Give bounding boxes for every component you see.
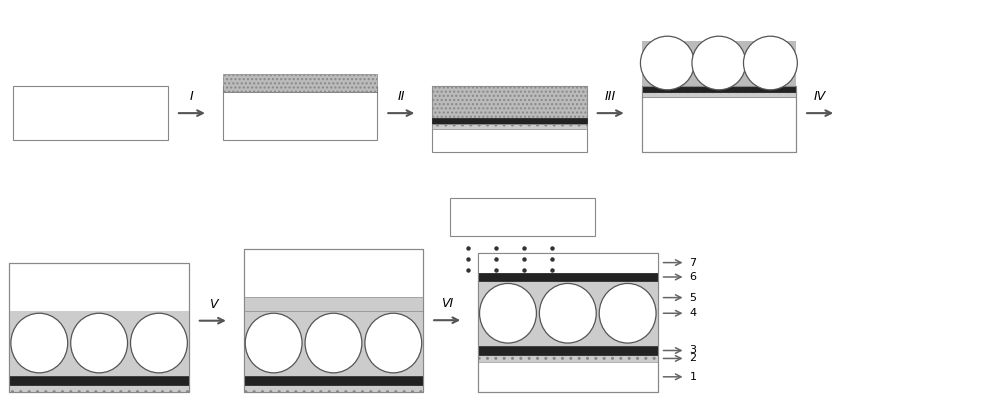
Bar (642, 86, 796, 92)
Bar (223, 86, 377, 140)
Bar (244, 311, 423, 376)
Text: V: V (209, 298, 217, 311)
Bar (223, 74, 377, 92)
Bar (244, 376, 423, 385)
Ellipse shape (71, 313, 128, 373)
Bar (642, 86, 796, 152)
Ellipse shape (131, 313, 187, 373)
Bar (450, 198, 595, 236)
Ellipse shape (692, 36, 746, 90)
Bar (13, 86, 168, 140)
Bar (9, 385, 189, 392)
Ellipse shape (365, 313, 422, 373)
Ellipse shape (11, 313, 68, 373)
Text: 3: 3 (689, 346, 696, 355)
Bar (478, 273, 658, 282)
Ellipse shape (599, 284, 656, 343)
Bar (642, 41, 796, 97)
Text: IV: IV (814, 90, 826, 103)
Ellipse shape (305, 313, 362, 373)
Bar (432, 86, 587, 152)
Bar (642, 86, 796, 152)
Bar (478, 253, 658, 392)
Bar (432, 118, 587, 124)
Bar (244, 249, 423, 392)
Text: 5: 5 (689, 293, 696, 303)
Bar (9, 311, 189, 376)
Bar (9, 376, 189, 385)
Bar (478, 253, 658, 273)
Ellipse shape (245, 313, 302, 373)
Text: VI: VI (441, 297, 453, 310)
Ellipse shape (539, 284, 596, 343)
Bar (432, 86, 587, 118)
Bar (478, 282, 658, 346)
Bar (642, 86, 796, 92)
Ellipse shape (640, 36, 694, 90)
Text: 2: 2 (689, 353, 697, 364)
Ellipse shape (743, 36, 797, 90)
Bar (478, 355, 658, 362)
Bar (9, 263, 189, 392)
Text: 4: 4 (689, 308, 697, 318)
Text: II: II (398, 90, 405, 103)
Text: I: I (190, 90, 194, 103)
Bar (244, 297, 423, 311)
Bar (223, 86, 377, 92)
Text: 6: 6 (689, 272, 696, 282)
Bar (432, 124, 587, 129)
Bar (478, 346, 658, 355)
Bar (642, 92, 796, 97)
Text: 1: 1 (689, 372, 696, 382)
Bar (244, 249, 423, 392)
Text: 7: 7 (689, 257, 697, 268)
Text: III: III (605, 90, 616, 103)
Bar (478, 253, 658, 392)
Bar (642, 92, 796, 97)
Bar (244, 385, 423, 392)
Ellipse shape (480, 284, 536, 343)
Bar (9, 263, 189, 392)
